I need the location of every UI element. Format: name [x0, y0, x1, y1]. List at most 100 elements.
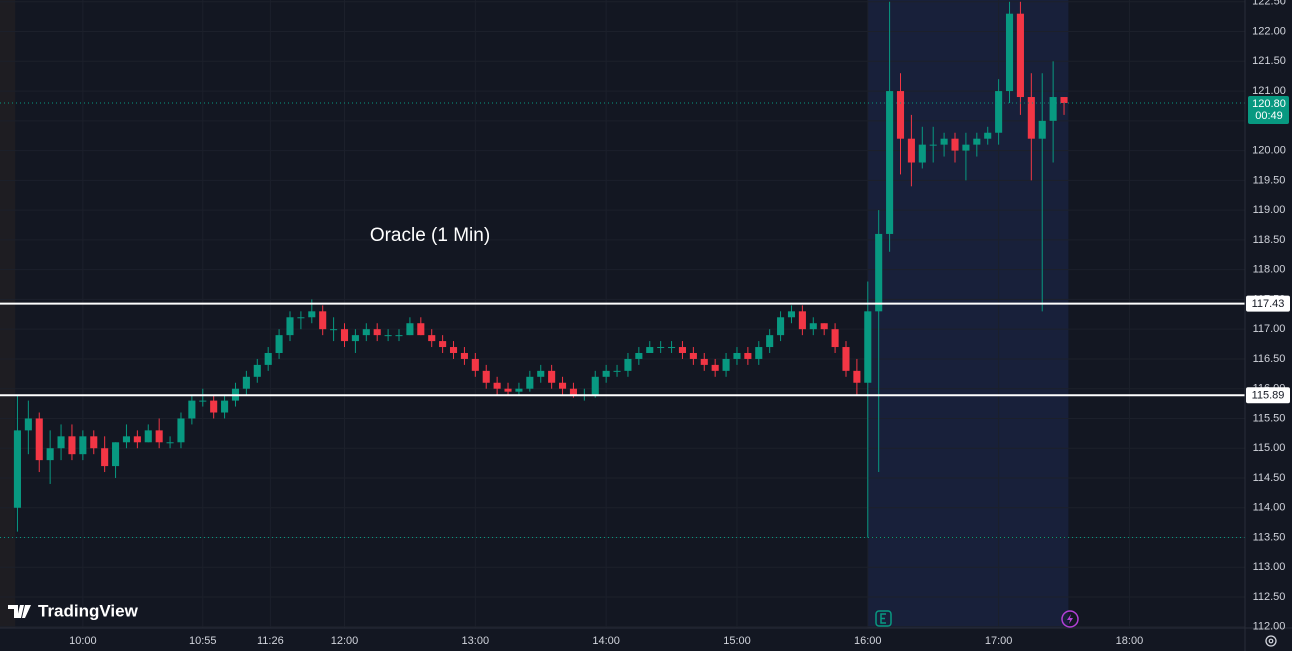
candle-body	[820, 323, 828, 330]
candle-body	[722, 358, 730, 371]
candle-body	[896, 91, 905, 139]
candle-body	[406, 323, 414, 336]
x-tick-label: 18:00	[1116, 635, 1144, 647]
settings-icon-ring	[1265, 635, 1277, 647]
candle-body	[330, 329, 338, 331]
y-tick-label: 113.50	[1253, 531, 1286, 543]
earnings-icon[interactable]	[875, 610, 892, 627]
y-tick-label: 118.50	[1253, 234, 1286, 246]
settings-icon[interactable]	[1265, 635, 1277, 647]
candle-body	[537, 370, 545, 377]
x-tick-label: 17:00	[985, 635, 1013, 647]
candle-body	[657, 347, 665, 349]
logo: TradingView	[8, 601, 139, 620]
candle-body	[766, 335, 774, 348]
candle-body	[351, 335, 359, 342]
last-price-label: 120.80	[1252, 98, 1286, 110]
candle-body	[646, 347, 654, 353]
session-shade	[0, 0, 16, 628]
candle-body	[144, 430, 152, 443]
candle-body	[842, 347, 850, 371]
y-tick-label: 112.50	[1253, 591, 1286, 603]
y-tick-label: 114.00	[1253, 502, 1286, 514]
candle-body	[918, 144, 926, 163]
y-tick-label: 115.00	[1253, 442, 1286, 454]
candle-body	[962, 144, 970, 151]
candle-body	[297, 317, 305, 319]
candle-body	[373, 329, 381, 336]
candle-body	[79, 436, 87, 455]
x-tick-label: 10:00	[69, 635, 97, 647]
y-tick-label: 121.00	[1252, 85, 1286, 97]
candle-body	[264, 352, 272, 365]
event-icon-frame	[1061, 610, 1079, 628]
candle-body	[569, 388, 577, 395]
level-label: 115.89	[1252, 390, 1285, 402]
candle-body	[711, 364, 719, 371]
earnings-icon-frame	[875, 610, 892, 627]
candle-body	[973, 138, 981, 145]
candle-body	[428, 335, 436, 342]
candle-body	[798, 311, 806, 330]
candle-body	[668, 347, 676, 349]
candle-body	[286, 317, 294, 336]
candle-body	[504, 388, 512, 392]
candle-body	[558, 382, 567, 389]
candle-body	[1038, 120, 1046, 139]
y-tick-label: 122.00	[1252, 25, 1286, 37]
candle-body	[548, 370, 556, 383]
candle-body	[90, 436, 98, 449]
candle-body	[188, 400, 196, 419]
candle-body	[166, 442, 174, 444]
candle-body	[460, 352, 468, 359]
candle-body	[253, 364, 261, 377]
candle-body	[493, 382, 501, 389]
level-label: 117.43	[1252, 298, 1285, 310]
level-badge	[1246, 295, 1290, 312]
candle-body	[133, 436, 141, 443]
x-tick-label: 10:55	[189, 635, 217, 647]
y-tick-label: 113.00	[1253, 561, 1286, 573]
y-tick-label: 115.50	[1253, 412, 1286, 424]
x-tick-label: 11:26	[257, 635, 284, 647]
candle-body	[242, 376, 250, 389]
candle-layer	[13, 1, 1068, 538]
candle-body	[995, 91, 1003, 133]
candle-body	[526, 376, 534, 389]
candle-body	[275, 335, 283, 353]
candle-body	[482, 370, 490, 383]
logo-mark	[8, 605, 31, 618]
x-tick-label: 14:00	[592, 635, 620, 647]
candle-body	[591, 376, 599, 395]
candle-body	[700, 358, 708, 365]
candle-body	[177, 418, 185, 443]
x-tick-label: 13:00	[462, 635, 490, 647]
candle-body	[46, 448, 54, 461]
candle-body	[613, 370, 621, 372]
candle-body	[602, 370, 610, 377]
level-layer	[0, 102, 1245, 539]
candle-body	[787, 311, 796, 318]
countdown-label: 00:49	[1255, 110, 1283, 122]
candle-body	[689, 352, 697, 359]
event-icon[interactable]	[1061, 610, 1079, 628]
last-price-badge	[1248, 95, 1289, 124]
candle-body	[395, 335, 403, 337]
candle-body	[1049, 97, 1057, 121]
x-tick-label: 15:00	[723, 635, 751, 647]
axis-layer: 112.00 112.50 113.00 113.50 114.00 114.50 115.…	[69, 0, 1290, 647]
candle-body	[624, 358, 632, 371]
earnings-icon-glyph	[880, 613, 886, 624]
candle-body	[1027, 97, 1035, 139]
candle-body	[57, 436, 65, 449]
candle-body	[886, 91, 894, 234]
y-tick-label: 117.00	[1253, 323, 1286, 335]
candle-body	[210, 400, 218, 413]
candle-body	[319, 311, 327, 330]
candle-body	[744, 352, 752, 359]
candle-body	[24, 418, 32, 431]
candle-body	[384, 335, 392, 337]
